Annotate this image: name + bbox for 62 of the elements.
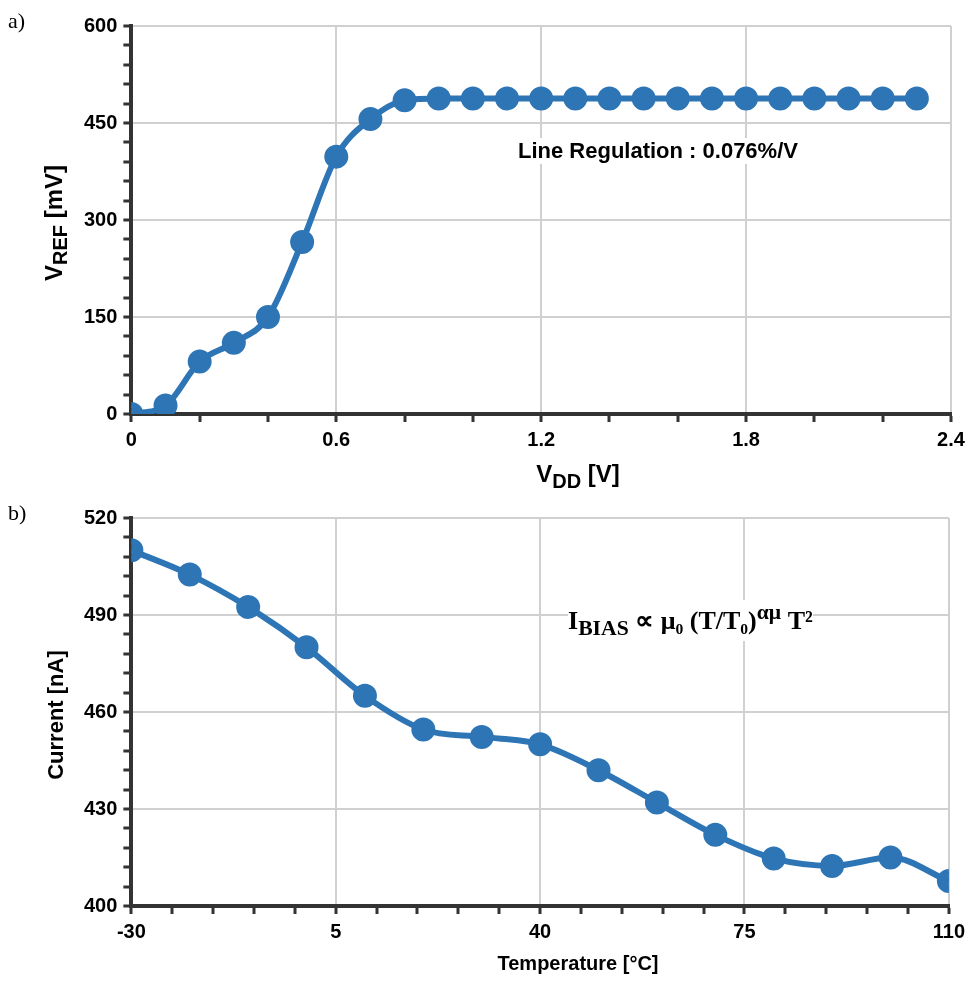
x-tick-label: -30 (116, 919, 146, 942)
y-tick-label: 430 (83, 796, 118, 819)
point (392, 88, 417, 113)
point (878, 845, 903, 870)
chart-title: a) (8, 8, 26, 34)
x-tick-label: 75 (733, 919, 756, 942)
point (495, 86, 520, 111)
y-tick-label: 520 (83, 505, 118, 528)
y-tick-label: 600 (83, 13, 118, 36)
y-tick-label: 400 (83, 893, 118, 916)
x-axis-title: V$_{DD}$ [V] (536, 460, 620, 493)
x-tick-label: 0.6 (322, 427, 351, 450)
point (255, 305, 280, 329)
point (820, 853, 845, 878)
point (802, 86, 827, 111)
point (644, 790, 669, 815)
point (768, 86, 793, 111)
point (699, 86, 724, 111)
x-tick-label: 0 (125, 427, 137, 450)
y-tick-label: 300 (83, 207, 118, 230)
point (563, 86, 588, 111)
point (761, 846, 786, 871)
point (836, 86, 861, 111)
point (528, 732, 553, 757)
x-tick-label: 1.2 (527, 427, 556, 450)
point (734, 86, 759, 111)
annotation: Line Regulation : 0.076%/V (518, 138, 798, 164)
point (358, 107, 383, 132)
point (294, 635, 319, 660)
point (236, 594, 261, 619)
point (870, 86, 895, 111)
point (352, 683, 377, 708)
point (529, 86, 554, 111)
point (177, 562, 202, 587)
y-axis-title: Current [nA] (43, 650, 69, 780)
y-tick-label: 490 (83, 602, 118, 625)
point (597, 86, 622, 111)
y-tick-label: 460 (83, 699, 118, 722)
x-axis-title: Temperature [°C] (497, 952, 659, 975)
x-tick-label: 40 (528, 919, 552, 942)
point (290, 229, 315, 254)
point (221, 330, 246, 355)
point (187, 349, 212, 374)
point (324, 144, 349, 169)
point (631, 86, 656, 111)
x-tick-label: 5 (330, 919, 342, 942)
point (460, 86, 485, 111)
x-tick-label: 1.8 (732, 427, 760, 450)
point (411, 717, 436, 742)
point (469, 724, 494, 749)
y-tick-label: 450 (83, 110, 118, 133)
chart-title: b) (8, 500, 27, 526)
point (904, 86, 929, 111)
point (665, 86, 690, 111)
annotation: I$_{BIAS}$ ∝ μ₀ (T/T₀)$^{αμ}$ T² (568, 600, 813, 641)
point (426, 86, 451, 111)
x-tick-label: 2.4 (937, 427, 966, 450)
point (586, 758, 611, 783)
x-tick-label: 110 (932, 919, 965, 942)
y-tick-label: 0 (106, 401, 118, 424)
y-tick-label: 150 (83, 304, 118, 327)
point (703, 822, 728, 847)
